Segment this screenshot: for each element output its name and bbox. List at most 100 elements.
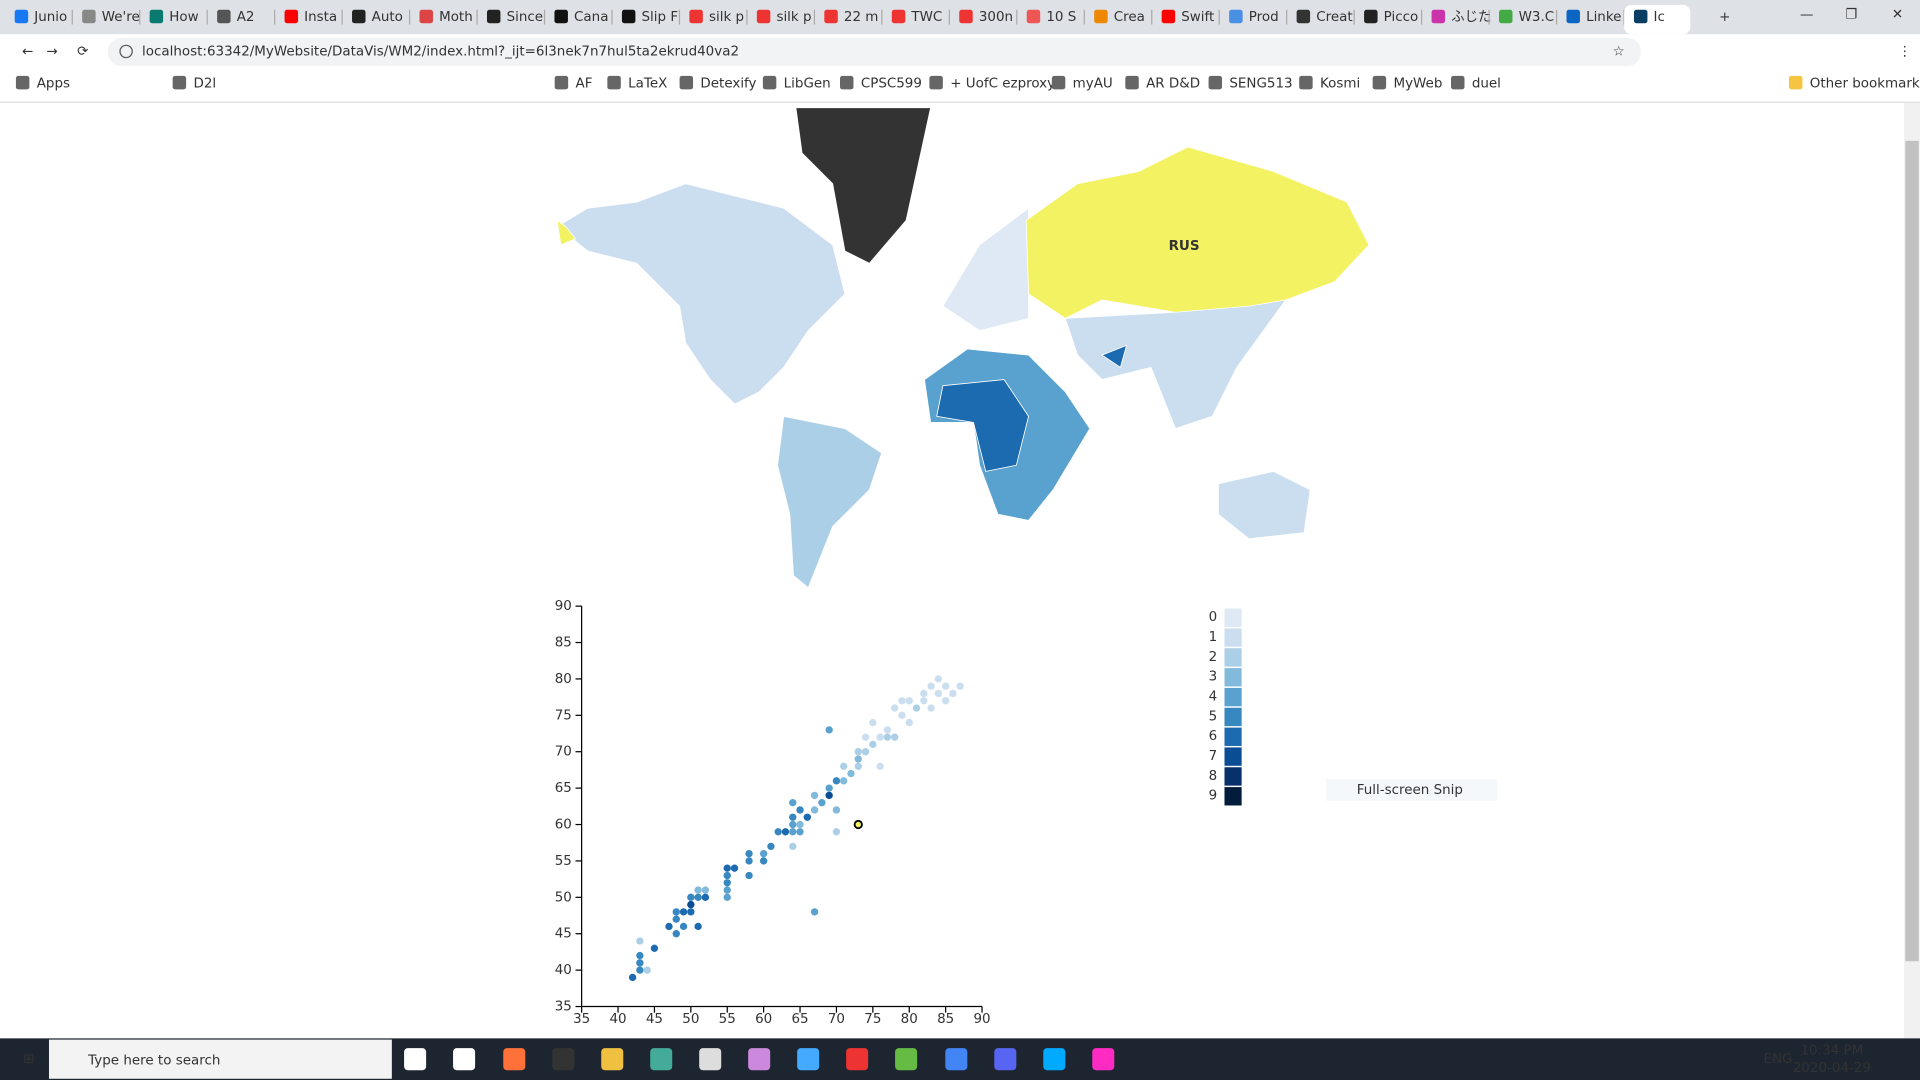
data-point[interactable]	[745, 871, 753, 880]
data-point[interactable]	[941, 697, 950, 705]
data-point[interactable]	[774, 828, 782, 836]
taskbar-app[interactable]	[404, 1048, 427, 1071]
data-point[interactable]	[840, 762, 848, 770]
back[interactable]: ←	[22, 44, 33, 59]
taskbar-app[interactable]	[748, 1048, 771, 1071]
data-point[interactable]	[723, 886, 731, 894]
afghanistan[interactable]	[1101, 344, 1128, 369]
data-point[interactable]	[672, 908, 680, 916]
data-point[interactable]	[796, 828, 804, 836]
data-point[interactable]	[723, 893, 731, 902]
data-point[interactable]	[934, 675, 943, 683]
data-point[interactable]	[803, 813, 811, 821]
data-point[interactable]	[687, 900, 695, 909]
tab-title[interactable]: W3.C	[1519, 10, 1555, 25]
taskbar-app[interactable]	[601, 1048, 624, 1071]
tab-title[interactable]: Moth	[439, 10, 473, 25]
data-point[interactable]	[789, 813, 797, 821]
data-point[interactable]	[883, 726, 892, 734]
data-point[interactable]	[636, 951, 644, 960]
data-point[interactable]	[643, 966, 651, 974]
taskbar-app[interactable]	[895, 1048, 918, 1071]
data-point[interactable]	[920, 689, 928, 698]
url[interactable]: localhost:63342/MyWebsite/DataVis/WM2/in…	[142, 44, 739, 59]
data-point[interactable]	[927, 704, 935, 712]
data-point[interactable]	[854, 748, 862, 756]
australia[interactable]	[1217, 470, 1311, 540]
tab-title[interactable]: Ic	[1654, 10, 1665, 25]
minimize[interactable]: —	[1800, 8, 1813, 23]
taskbar-app[interactable]	[846, 1048, 869, 1071]
taskbar-app[interactable]	[453, 1048, 476, 1071]
tab-title[interactable]: Auto	[372, 10, 403, 25]
data-point[interactable]	[876, 762, 884, 770]
data-point[interactable]	[694, 922, 702, 931]
data-point[interactable]	[956, 682, 964, 690]
language[interactable]: ENG	[1763, 1052, 1792, 1067]
data-point[interactable]	[927, 682, 935, 690]
bookmark[interactable]: LaTeX	[628, 76, 667, 91]
data-point[interactable]	[723, 871, 731, 880]
asia[interactable]	[1064, 299, 1287, 430]
data-point[interactable]	[781, 828, 790, 836]
bookmark[interactable]: myAU	[1073, 76, 1113, 91]
data-point[interactable]	[723, 864, 731, 872]
taskbar-app[interactable]	[503, 1048, 526, 1071]
data-point[interactable]	[759, 849, 768, 858]
data-point[interactable]	[701, 893, 710, 902]
data-point[interactable]	[898, 697, 906, 705]
clock-time[interactable]: 10:34 PM	[1800, 1044, 1863, 1059]
close[interactable]: ✕	[1892, 8, 1903, 23]
data-point[interactable]	[905, 718, 913, 727]
data-point[interactable]	[672, 930, 680, 938]
data-point[interactable]	[825, 784, 833, 792]
forward[interactable]: →	[47, 44, 58, 59]
star[interactable]: ☆	[1613, 44, 1625, 59]
data-point[interactable]	[636, 959, 644, 967]
data-point[interactable]	[810, 791, 819, 800]
tab-title[interactable]: Crea	[1114, 10, 1145, 25]
bookmark[interactable]: AF	[576, 76, 593, 91]
data-point[interactable]	[905, 697, 913, 705]
data-point[interactable]	[694, 893, 702, 902]
bookmark[interactable]: CPSC599	[861, 76, 922, 91]
data-point[interactable]	[789, 820, 797, 829]
data-point[interactable]	[825, 791, 833, 800]
data-point[interactable]	[949, 689, 957, 698]
tab-title[interactable]: We're	[102, 10, 140, 25]
tab-title[interactable]: Junio	[33, 10, 67, 25]
data-point[interactable]	[898, 711, 906, 719]
data-point[interactable]	[810, 908, 819, 916]
tab-title[interactable]: A2	[237, 10, 255, 25]
data-point[interactable]	[759, 857, 768, 865]
data-point[interactable]	[869, 718, 877, 727]
data-point[interactable]	[869, 740, 877, 749]
data-point[interactable]	[832, 777, 841, 785]
data-point[interactable]	[854, 762, 862, 770]
data-point[interactable]	[789, 799, 797, 807]
taskbar-app[interactable]	[699, 1048, 722, 1071]
tab-title[interactable]: How	[169, 10, 198, 25]
data-point[interactable]	[679, 922, 688, 931]
clock-date[interactable]: 2020-04-29	[1793, 1061, 1871, 1076]
taskbar-app[interactable]	[994, 1048, 1017, 1071]
data-point[interactable]	[628, 973, 637, 982]
snip-label[interactable]: Full-screen Snip	[1357, 783, 1463, 798]
bookmark[interactable]: + UofC ezproxy	[950, 76, 1055, 91]
search-box[interactable]	[48, 1039, 392, 1079]
search-text[interactable]: Type here to search	[87, 1053, 220, 1068]
data-point[interactable]	[847, 769, 855, 778]
data-point[interactable]	[679, 908, 688, 916]
data-point[interactable]	[672, 915, 680, 923]
data-point[interactable]	[912, 704, 921, 712]
taskbar-app[interactable]	[797, 1048, 820, 1071]
taskbar-app[interactable]	[1043, 1048, 1066, 1071]
new-tab[interactable]: +	[1719, 10, 1730, 25]
data-point[interactable]	[796, 820, 804, 829]
tab-title[interactable]: 22 m	[844, 10, 879, 25]
europe[interactable]	[942, 207, 1029, 332]
address-bar[interactable]	[107, 37, 1641, 67]
data-point[interactable]	[810, 806, 819, 814]
data-point[interactable]	[854, 755, 862, 763]
data-point[interactable]	[818, 799, 826, 807]
